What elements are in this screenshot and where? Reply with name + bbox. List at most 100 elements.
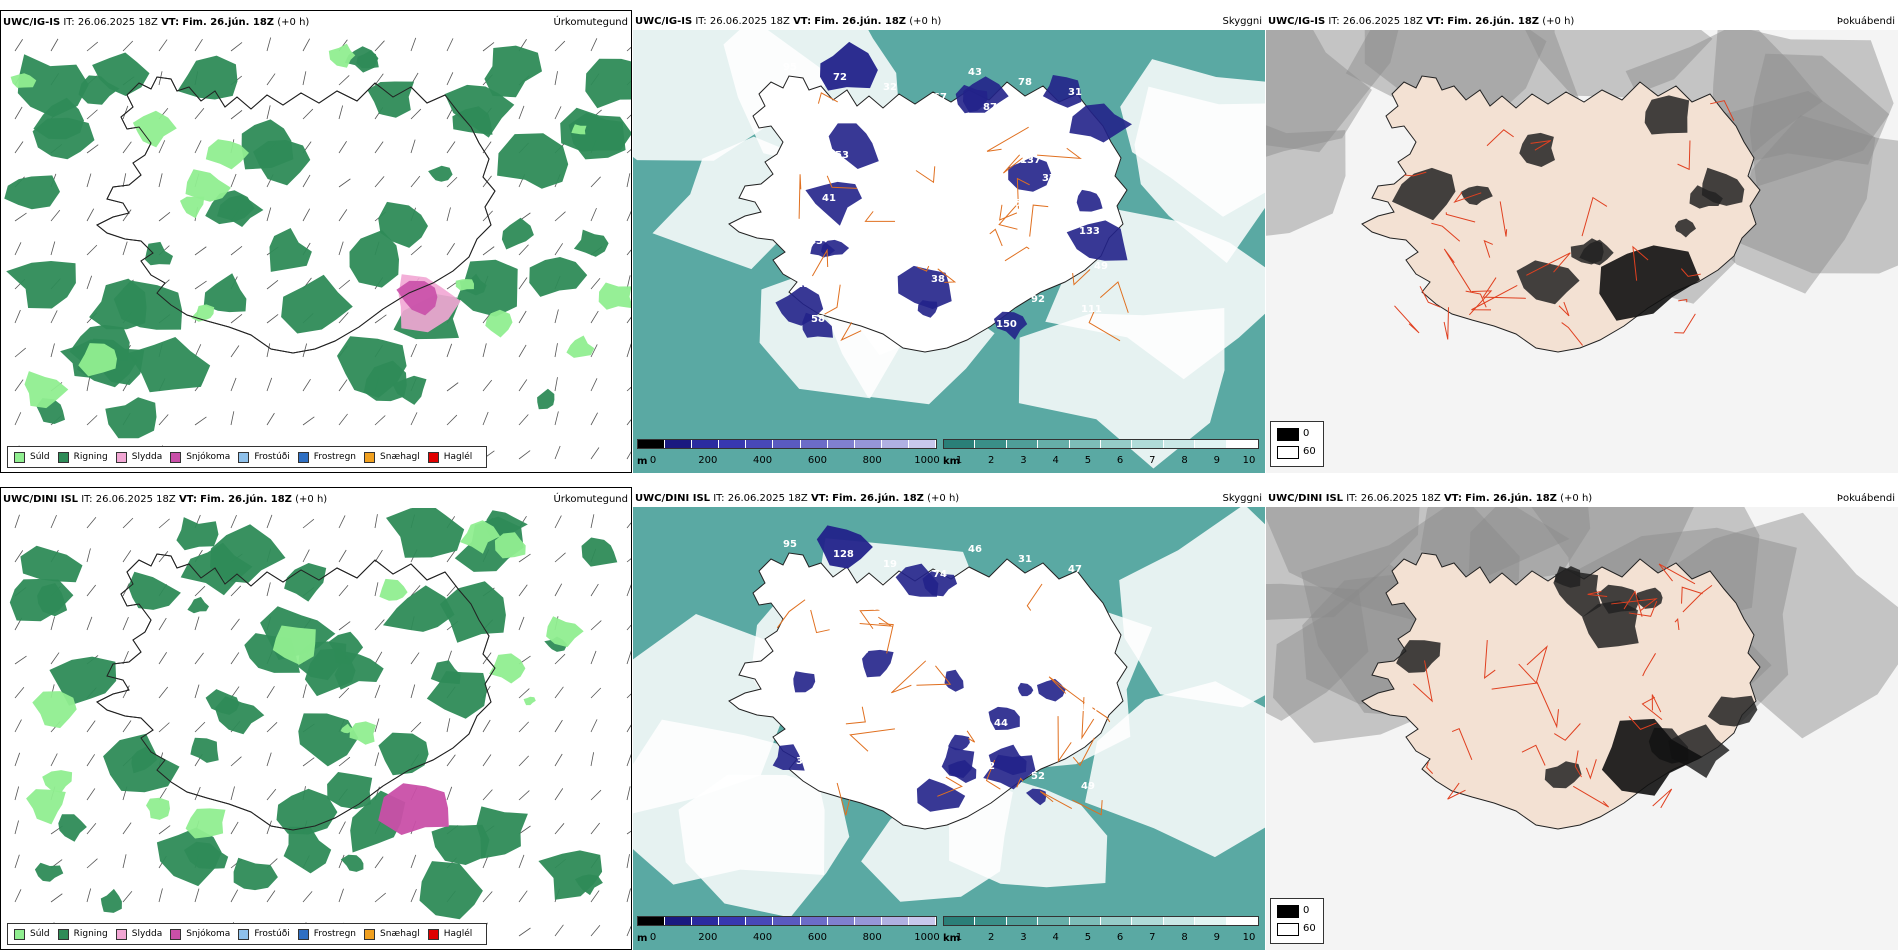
ceiling-value-label: 43 <box>968 67 982 78</box>
high-fog-index <box>1553 566 1601 618</box>
colorbar-cell <box>854 917 882 925</box>
low-ceiling-area <box>810 240 836 258</box>
rain-area <box>127 337 211 393</box>
fog-area <box>1749 53 1890 187</box>
ceiling-value-label: 44 <box>1044 728 1058 739</box>
colorbar-cells <box>637 916 937 926</box>
panel-title: Úrkomutegund <box>553 17 628 28</box>
fog-index-areas <box>1396 566 1758 796</box>
rain-area <box>344 46 379 73</box>
low-cloud-areas <box>775 41 1132 340</box>
lead-time: (+0 h) <box>295 494 328 505</box>
legend-swatch <box>115 451 127 463</box>
precip-areas <box>4 43 631 439</box>
snow-area <box>378 783 449 835</box>
ceiling-value-label: 32 <box>994 241 1008 252</box>
ceiling-value-label: 28 <box>859 246 873 257</box>
colorbar-cell <box>800 917 828 925</box>
high-fog-index <box>1601 718 1703 796</box>
legend-item: Súld <box>14 928 50 940</box>
rain-area <box>334 651 384 690</box>
rain-area <box>484 45 542 98</box>
colorbar-tick-label: 1 <box>955 932 963 943</box>
colorbar-cell <box>638 440 666 448</box>
ceiling-value-label: 49 <box>894 221 908 232</box>
valid-time: Fim. 26.jún. 18Z <box>1447 16 1540 27</box>
clear-area <box>1134 86 1265 263</box>
rain-area <box>176 517 219 551</box>
rain-area <box>269 228 312 272</box>
colorbar-tick-label: 400 <box>753 932 773 943</box>
precip-legend: Súld Rigning Slydda Snjókoma Frostúði Frostre… <box>7 923 488 945</box>
roads <box>1412 563 1713 809</box>
legend-item: Súld <box>14 451 50 463</box>
colorbar-cell <box>746 917 774 925</box>
colorbar-cell <box>692 440 720 448</box>
valid-time-label: VT: <box>1426 16 1445 27</box>
ceiling-value-label: 133 <box>1079 226 1100 237</box>
ceiling-value-label: 45 <box>1005 120 1019 131</box>
drizzle-area <box>494 532 526 559</box>
colorbar-tick-label: 400 <box>753 455 773 466</box>
low-ceiling-area <box>922 571 958 597</box>
rain-area <box>283 826 332 874</box>
ceiling-value-label: 36 <box>1092 660 1106 671</box>
coastline-overlay <box>96 553 496 831</box>
colorbar-tick-label: 0 <box>649 455 657 466</box>
legend-label: Frostregn <box>313 452 357 462</box>
legend-label: Snæhagl <box>380 929 420 939</box>
issue-time: 26.06.2025 18Z <box>1342 16 1423 27</box>
rain-area <box>131 746 157 774</box>
ceiling-value-label: 29 <box>835 627 849 638</box>
legend-label: Rigning <box>73 452 108 462</box>
rain-area <box>233 857 278 891</box>
legend-label: Slydda <box>131 452 163 462</box>
panel-header: UWC/IG-IS IT: 26.06.2025 18Z VT: Fim. 26… <box>1268 16 1574 27</box>
legend-item: Slydda <box>115 928 162 940</box>
rain-area <box>444 84 515 138</box>
colorbar-tick-label: 9 <box>1213 932 1220 943</box>
model-name: UWC/DINI ISL <box>1268 493 1344 504</box>
colorbar-cells <box>637 439 937 449</box>
panel-header: UWC/DINI ISL IT: 26.06.2025 18Z VT: Fim.… <box>635 493 959 504</box>
ceiling-value-label: 43 <box>944 708 958 719</box>
fog-legend-label: 0 <box>1303 428 1310 439</box>
rain-area <box>383 585 455 632</box>
rain-area <box>177 55 238 100</box>
colorbar-cell <box>1163 440 1196 448</box>
rain-area <box>386 508 465 558</box>
legend-swatch <box>170 451 182 463</box>
colorbar-unit: m <box>637 456 648 467</box>
colorbar-cell <box>827 440 855 448</box>
issue-time-label: IT: <box>713 493 725 504</box>
colorbar-tick-label: 3 <box>1020 932 1027 943</box>
colorbar-tick-label: 600 <box>807 455 827 466</box>
colorbar-cell <box>944 917 976 925</box>
legend-item: Slydda <box>115 451 163 463</box>
panel-title: Skyggni <box>1222 493 1262 504</box>
colorbar-tick-label: 800 <box>862 455 882 466</box>
rain-area <box>78 75 120 105</box>
legend-item: Frostúði <box>238 451 290 463</box>
roads <box>798 92 1129 342</box>
ceiling-value-label: 92 <box>981 761 995 772</box>
fog-index-panel: UWC/IG-IS IT: 26.06.2025 18Z VT: Fim. 26… <box>1266 10 1898 473</box>
colorbar-tick-label: 0 <box>649 932 657 943</box>
ceiling-value-label: 44 <box>872 203 886 214</box>
ceiling-value-label: 41 <box>909 256 923 267</box>
rain-area <box>210 524 286 583</box>
rain-area <box>190 737 219 763</box>
precip-type-map <box>4 37 631 460</box>
colorbar-tick-label: 600 <box>807 932 827 943</box>
roads <box>1394 100 1735 346</box>
rain-area <box>419 861 483 920</box>
drizzle-area <box>32 691 77 729</box>
legend-item: Haglél <box>427 928 472 940</box>
ceiling-value-label: 111 <box>1081 304 1102 315</box>
colorbar-cell <box>1006 440 1039 448</box>
visibility-colorbar: km 1 2 3 4 5 6 7 8 9 10 <box>943 437 1259 467</box>
ceiling-value-label: 38 <box>931 274 945 285</box>
ceiling-value-label: 92 <box>1031 294 1045 305</box>
ceiling-value-label: 40 <box>907 178 921 189</box>
colorbar-tick-label: 2 <box>988 932 995 943</box>
